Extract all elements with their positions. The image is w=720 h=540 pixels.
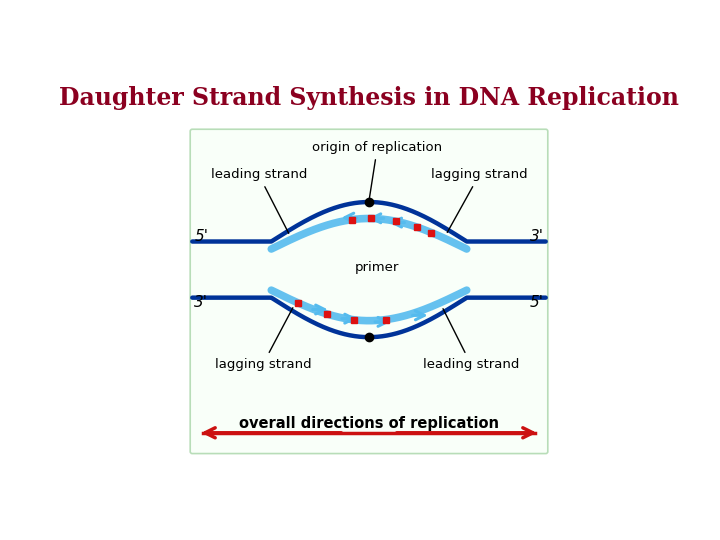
Text: leading strand: leading strand xyxy=(211,168,307,233)
Text: origin of replication: origin of replication xyxy=(312,141,442,198)
Text: overall directions of replication: overall directions of replication xyxy=(239,416,499,431)
Text: primer: primer xyxy=(355,261,400,274)
Text: Daughter Strand Synthesis in DNA Replication: Daughter Strand Synthesis in DNA Replica… xyxy=(59,85,679,110)
Text: 3': 3' xyxy=(194,295,208,310)
Text: leading strand: leading strand xyxy=(423,309,519,370)
Text: 5': 5' xyxy=(530,295,544,310)
Text: 3': 3' xyxy=(530,229,544,244)
Text: 5': 5' xyxy=(194,229,208,244)
FancyBboxPatch shape xyxy=(190,129,548,454)
Text: lagging strand: lagging strand xyxy=(215,308,311,370)
Text: lagging strand: lagging strand xyxy=(431,168,528,232)
